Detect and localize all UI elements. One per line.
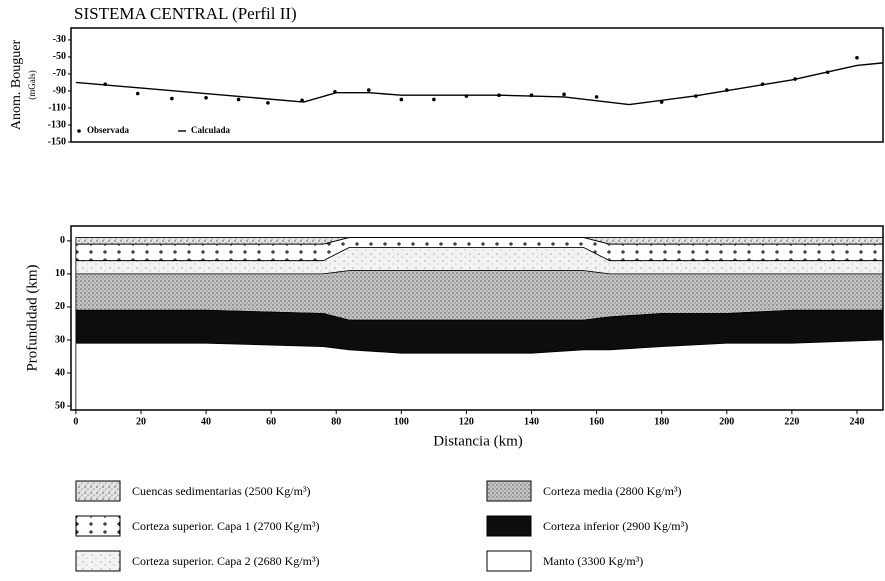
y-tick-label: -70 [53, 68, 66, 79]
legend-swatch [75, 480, 121, 502]
y-tick-label: 20 [55, 301, 65, 312]
chart-title: SISTEMA CENTRAL (Perfil II) [74, 4, 297, 23]
legend-swatch [75, 515, 121, 537]
x-axis-label: Distancia (km) [433, 433, 523, 449]
section-layers [71, 226, 883, 410]
observed-point [266, 101, 270, 105]
observed-point [204, 95, 208, 100]
observed-point [366, 88, 371, 92]
plot-frame [70, 27, 884, 143]
top-strip [71, 226, 883, 238]
x-tick-label: 160 [589, 416, 604, 427]
x-tick-label: 40 [201, 416, 211, 427]
layer [75, 339, 883, 410]
x-tick-label: 60 [266, 416, 276, 427]
y-axis-label: Anom. Bouguer [9, 40, 24, 131]
legend-label: Corteza superior. Capa 1 (2700 Kg/m³) [132, 519, 320, 533]
legend-swatch [486, 515, 532, 537]
y-tick-label: -30 [53, 34, 66, 45]
observed-point [432, 97, 436, 102]
y-axis-label: Profundidad (km) [24, 264, 40, 371]
legend-label: Corteza superior. Capa 2 (2680 Kg/m³) [132, 554, 320, 568]
x-tick-label: 140 [524, 416, 539, 427]
x-tick-label: 100 [394, 416, 409, 427]
legend-label: Manto (3300 Kg/m³) [543, 554, 643, 568]
observed-point [594, 95, 599, 99]
observed-point [170, 96, 174, 101]
calculated-line [75, 62, 884, 106]
x-tick-label: 120 [459, 416, 474, 427]
observed-point [236, 97, 241, 102]
y-tick-label: 10 [55, 268, 65, 279]
legend-marker [77, 129, 81, 133]
x-tick-label: 200 [719, 416, 734, 427]
observed-point [399, 97, 404, 102]
legend-label: Corteza media (2800 Kg/m³) [543, 484, 682, 498]
y-tick-label: -150 [48, 136, 66, 147]
x-tick-label: 20 [136, 416, 146, 427]
y-tick-label: -110 [48, 102, 66, 113]
legend-swatch [486, 480, 532, 502]
legend-label: Corteza inferior (2900 Kg/m³) [543, 519, 688, 533]
x-tick-label: 220 [784, 416, 799, 427]
y-tick-label: 40 [55, 367, 65, 378]
y-tick-label: 0 [60, 235, 65, 246]
legend-swatch [75, 550, 121, 572]
plot-frame [70, 225, 884, 411]
legend-label: Calculada [191, 125, 231, 135]
observed-point [855, 55, 859, 60]
y-tick-label: 30 [55, 334, 65, 345]
observed-point [562, 92, 566, 97]
legend-label: Observada [87, 125, 130, 135]
legend-label: Cuencas sedimentarias (2500 Kg/m³) [132, 484, 311, 498]
y-tick-label: -50 [53, 51, 66, 62]
y-axis-unit: (mGals) [27, 70, 37, 100]
x-tick-label: 0 [73, 416, 78, 427]
y-tick-label: -130 [48, 119, 66, 130]
x-tick-label: 80 [331, 416, 341, 427]
x-tick-label: 180 [654, 416, 669, 427]
x-tick-label: 240 [849, 416, 864, 427]
y-tick-label: -90 [53, 85, 66, 96]
y-tick-label: 50 [55, 400, 65, 411]
legend-swatch [486, 550, 532, 572]
observed-point [135, 91, 140, 96]
